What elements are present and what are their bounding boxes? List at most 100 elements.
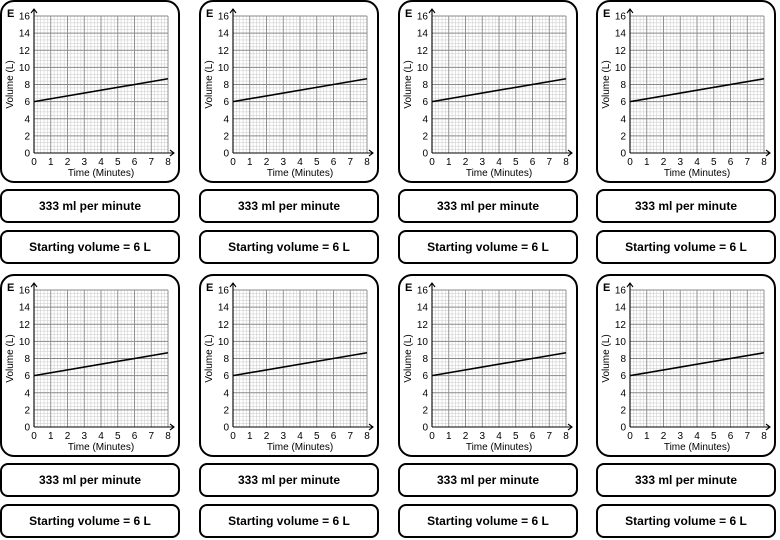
y-tick-label: 14 xyxy=(218,303,230,314)
y-tick-label: 16 xyxy=(417,12,429,23)
rate-card[interactable]: 333 ml per minute xyxy=(398,463,578,497)
series-line xyxy=(629,351,765,377)
y-tick-label: 14 xyxy=(615,29,627,40)
y-tick-label: 12 xyxy=(417,46,429,57)
y-tick-label: 12 xyxy=(417,320,429,331)
x-tick-label: 1 xyxy=(247,431,253,442)
x-tick-label: 5 xyxy=(711,431,717,442)
x-axis-arrow xyxy=(765,423,771,431)
y-tick-label: 0 xyxy=(620,149,626,160)
y-axis-label: Volume (L) xyxy=(5,334,16,382)
graph-card[interactable]: 0 1 2 3 4 5 6 7 8 0 2 4 6 8 10 12 14 16 Time (Minutes) Volu… xyxy=(0,0,180,183)
axes xyxy=(428,8,573,157)
x-tick-label: 5 xyxy=(513,157,519,168)
rate-card[interactable]: 333 ml per minute xyxy=(0,189,180,223)
y-tick-label: 2 xyxy=(620,131,626,142)
y-axis-label: Volume (L) xyxy=(403,334,414,382)
graph-card[interactable]: 0 1 2 3 4 5 6 7 8 0 2 4 6 8 10 12 14 16 Time (Minutes) Volu… xyxy=(596,0,776,183)
starting-volume-card[interactable]: Starting volume = 6 L xyxy=(0,230,180,264)
graph-card[interactable]: 0 1 2 3 4 5 6 7 8 0 2 4 6 8 10 12 14 16 Time (Minutes) Volu… xyxy=(0,274,180,457)
x-tick-label: 1 xyxy=(644,431,650,442)
y-tick-label: 6 xyxy=(422,97,428,108)
rate-card[interactable]: 333 ml per minute xyxy=(596,463,776,497)
graph-card[interactable]: 0 1 2 3 4 5 6 7 8 0 2 4 6 8 10 12 14 16 Time (Minutes) Volu… xyxy=(398,274,578,457)
axes xyxy=(229,8,374,157)
x-axis-arrow xyxy=(368,149,374,157)
y-tick-label: 6 xyxy=(24,97,30,108)
y-tick-label: 12 xyxy=(19,46,31,57)
x-axis-arrow xyxy=(765,149,771,157)
x-tick-label: 6 xyxy=(132,157,138,168)
x-tick-label: 8 xyxy=(563,431,569,442)
y-tick-label: 2 xyxy=(422,405,428,416)
x-tick-label: 6 xyxy=(728,431,734,442)
x-tick-label: 6 xyxy=(331,157,337,168)
y-tick-label: 0 xyxy=(24,423,30,434)
x-tick-label: 1 xyxy=(644,157,650,168)
x-tick-label: 6 xyxy=(530,157,536,168)
x-tick-label: 4 xyxy=(297,431,303,442)
starting-volume-card[interactable]: Starting volume = 6 L xyxy=(398,504,578,538)
graph-card[interactable]: 0 1 2 3 4 5 6 7 8 0 2 4 6 8 10 12 14 16 Time (Minutes) Volu… xyxy=(398,0,578,183)
x-axis-arrow xyxy=(169,149,175,157)
rate-card[interactable]: 333 ml per minute xyxy=(596,189,776,223)
y-tick-label: 8 xyxy=(223,80,229,91)
x-tick-label: 1 xyxy=(48,157,54,168)
y-tick-label: 10 xyxy=(218,63,230,74)
rate-card[interactable]: 333 ml per minute xyxy=(398,189,578,223)
graph-card[interactable]: 0 1 2 3 4 5 6 7 8 0 2 4 6 8 10 12 14 16 Time (Minutes) Volu… xyxy=(199,274,379,457)
x-axis-arrow xyxy=(368,423,374,431)
x-tick-label: 2 xyxy=(65,157,71,168)
starting-volume-card[interactable]: Starting volume = 6 L xyxy=(596,504,776,538)
rate-card[interactable]: 333 ml per minute xyxy=(199,189,379,223)
y-tick-label: 2 xyxy=(620,405,626,416)
y-tick-label: 6 xyxy=(422,371,428,382)
y-axis-label: Volume (L) xyxy=(601,334,612,382)
rate-card[interactable]: 333 ml per minute xyxy=(199,463,379,497)
y-tick-label: 14 xyxy=(615,303,627,314)
rate-card[interactable]: 333 ml per minute xyxy=(0,463,180,497)
graph-card[interactable]: 0 1 2 3 4 5 6 7 8 0 2 4 6 8 10 12 14 16 Time (Minutes) Volu… xyxy=(596,274,776,457)
y-tick-label: 4 xyxy=(223,388,229,399)
series-line xyxy=(232,351,368,377)
x-axis-label: Time (Minutes) xyxy=(664,442,730,453)
y-tick-label: 4 xyxy=(24,388,30,399)
y-axis-arrow xyxy=(428,282,436,288)
y-tick-label: 12 xyxy=(615,320,627,331)
starting-volume-card[interactable]: Starting volume = 6 L xyxy=(199,504,379,538)
y-tick-label: 8 xyxy=(620,80,626,91)
x-axis-label: Time (Minutes) xyxy=(267,168,333,179)
y-tick-label: 2 xyxy=(223,131,229,142)
starting-volume-card[interactable]: Starting volume = 6 L xyxy=(596,230,776,264)
x-tick-label: 5 xyxy=(513,431,519,442)
starting-volume-card[interactable]: Starting volume = 6 L xyxy=(0,504,180,538)
x-tick-label: 2 xyxy=(65,431,71,442)
x-tick-label: 4 xyxy=(496,431,502,442)
x-tick-label: 3 xyxy=(677,157,683,168)
x-tick-label: 0 xyxy=(429,157,435,168)
x-tick-label: 7 xyxy=(546,157,552,168)
y-tick-label: 6 xyxy=(24,371,30,382)
y-tick-label: 10 xyxy=(615,63,627,74)
x-axis-arrow xyxy=(567,149,573,157)
y-tick-label: 12 xyxy=(218,46,230,57)
y-tick-label: 4 xyxy=(422,388,428,399)
x-tick-label: 8 xyxy=(761,431,767,442)
y-tick-label: 10 xyxy=(417,337,429,348)
y-tick-label: 0 xyxy=(422,149,428,160)
graph-card[interactable]: 0 1 2 3 4 5 6 7 8 0 2 4 6 8 10 12 14 16 Time (Minutes) Volu… xyxy=(199,0,379,183)
starting-volume-card[interactable]: Starting volume = 6 L xyxy=(398,230,578,264)
x-tick-label: 1 xyxy=(48,431,54,442)
y-tick-label: 8 xyxy=(24,80,30,91)
y-tick-label: 2 xyxy=(422,131,428,142)
y-tick-label: 14 xyxy=(19,29,31,40)
major-grid xyxy=(33,15,169,154)
starting-volume-card[interactable]: Starting volume = 6 L xyxy=(199,230,379,264)
x-tick-label: 5 xyxy=(314,157,320,168)
